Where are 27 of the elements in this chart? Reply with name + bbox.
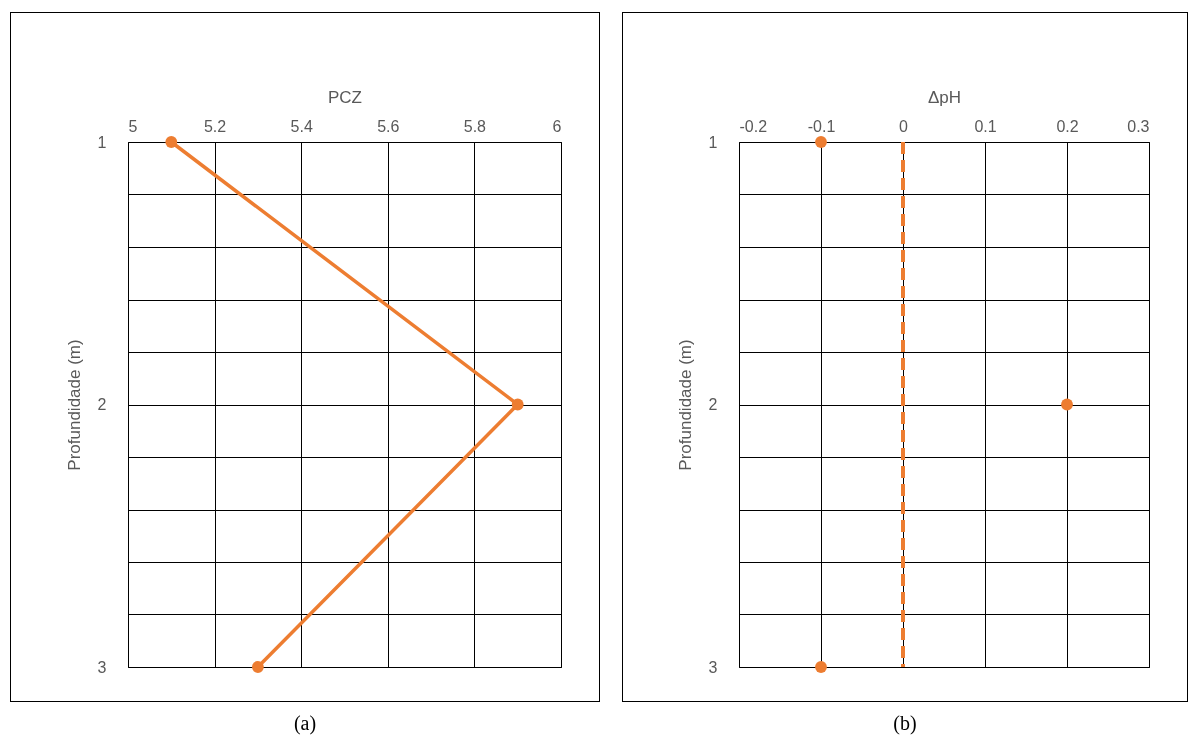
y-axis-title: Profundidade (m) <box>64 339 84 471</box>
x-axis-title: PCZ <box>328 87 362 107</box>
x-tick-label: 0.2 <box>1056 117 1079 135</box>
y-tick-label: 2 <box>708 396 718 413</box>
text: (b) <box>892 712 918 735</box>
y-axis-title: Profundidade (m) <box>675 339 695 471</box>
y-tick-label: 3 <box>708 658 718 676</box>
x-axis-title: ΔpH <box>927 87 962 107</box>
x-tick-label: 0 <box>899 117 909 135</box>
point <box>165 136 178 148</box>
y-tick-label: 1 <box>708 133 718 151</box>
x-tick-label: 0.1 <box>974 117 997 135</box>
point <box>251 661 264 673</box>
x-tick-label: -0.1 <box>807 117 836 135</box>
text: (a) <box>292 712 318 735</box>
y-tick-label: 2 <box>97 396 107 413</box>
x-tick-label: 5.4 <box>290 117 313 135</box>
x-tick-label: 0.3 <box>1127 117 1150 135</box>
point <box>511 398 524 411</box>
y-tick-label: 3 <box>97 658 107 676</box>
x-tick-label: -0.2 <box>739 117 768 135</box>
x-tick-label: 5 <box>128 117 138 135</box>
x-tick-label: 5.8 <box>463 117 487 135</box>
x-tick-label: 6 <box>552 117 562 135</box>
x-tick-label: 5.6 <box>377 117 400 135</box>
y-tick-label: 1 <box>97 133 107 151</box>
x-tick-label: 5.2 <box>203 117 227 135</box>
